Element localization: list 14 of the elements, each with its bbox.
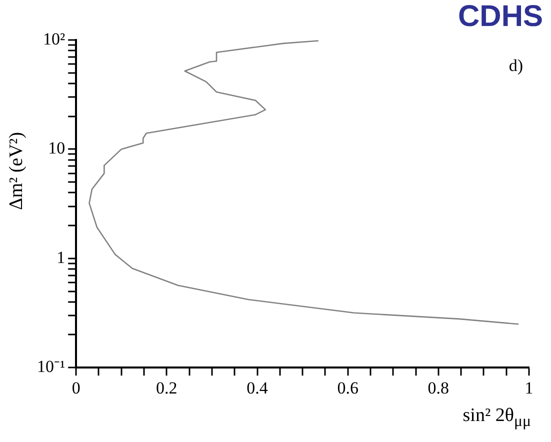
x-tick-label: 1	[524, 378, 534, 398]
annotation: d)	[508, 56, 523, 75]
y-tick-label: 10⁻¹	[36, 357, 66, 376]
y-axis-title: Δm² (eV²)	[6, 132, 28, 210]
x-axis-title: sin² 2θ$_{μμ}$	[462, 405, 531, 431]
x-tick-label: 0	[72, 378, 80, 398]
x-tick-label: 0.6	[337, 378, 358, 398]
y-tick-label: 1	[56, 248, 66, 267]
x-tick-label: 0.8	[428, 378, 450, 398]
y-tick-label: 10²	[42, 29, 66, 48]
y-tick-label: 10	[48, 138, 66, 158]
chart-title: CDHS	[458, 0, 543, 34]
x-tick-label: 0.4	[246, 378, 268, 398]
x-tick-label: 0.2	[156, 378, 178, 398]
